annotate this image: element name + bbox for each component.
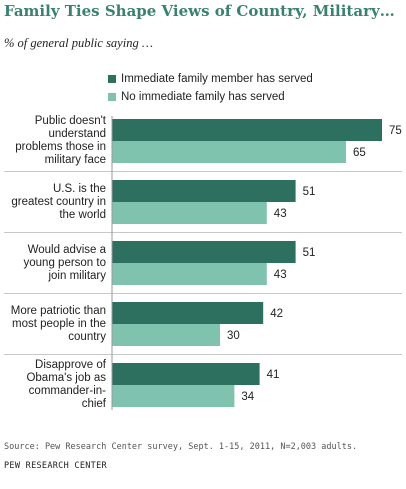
legend: Immediate family member has served No im… bbox=[108, 70, 313, 106]
legend-swatch-series-1 bbox=[108, 75, 116, 83]
data-label-5-series-2: 34 bbox=[241, 391, 254, 403]
data-label-1-series-1: 75 bbox=[389, 125, 402, 137]
legend-item-series-2: No immediate family has served bbox=[108, 88, 313, 106]
legend-label-series-1: Immediate family member has served bbox=[121, 73, 313, 85]
chart-subtitle: % of general public saying … bbox=[4, 36, 153, 50]
category-label-line: problems those in bbox=[15, 141, 106, 153]
category-label-line: Would advise a bbox=[27, 243, 106, 256]
bar-1-series-1 bbox=[112, 119, 382, 141]
bar-4-series-1 bbox=[112, 302, 264, 324]
category-label-5: Disapprove of Obama's job as commander-in-… bbox=[2, 359, 106, 411]
category-label-line: Disapprove of bbox=[35, 359, 106, 371]
category-label-line: chief bbox=[81, 398, 106, 410]
chart-title: Family Ties Shape Views of Country, Mili… bbox=[4, 2, 395, 20]
org-credit: PEW RESEARCH CENTER bbox=[4, 461, 107, 471]
data-label-5-series-1: 41 bbox=[267, 369, 280, 381]
legend-item-series-1: Immediate family member has served bbox=[108, 70, 313, 88]
category-label-line: U.S. is the bbox=[52, 182, 106, 195]
bar-3-series-1 bbox=[112, 241, 296, 263]
bar-4-series-2 bbox=[112, 324, 220, 346]
category-label-line: most people in the bbox=[12, 317, 106, 330]
data-label-1-series-2: 65 bbox=[353, 147, 366, 159]
category-label-3: Would advise a young person to join milita… bbox=[2, 244, 106, 283]
data-label-4-series-2: 30 bbox=[227, 330, 240, 342]
bar-2-series-1 bbox=[112, 180, 296, 202]
data-label-3-series-1: 51 bbox=[303, 247, 316, 259]
bar-3-series-2 bbox=[112, 263, 267, 285]
category-label-line: Obama's job as bbox=[26, 372, 106, 384]
category-label-line: understand bbox=[48, 128, 106, 140]
data-label-3-series-2: 43 bbox=[274, 269, 287, 281]
category-label-line: military face bbox=[44, 154, 106, 166]
bar-5-series-2 bbox=[112, 385, 235, 407]
data-label-2-series-2: 43 bbox=[274, 208, 287, 220]
category-label-line: country bbox=[68, 330, 106, 343]
category-label-line: young person to bbox=[23, 256, 106, 269]
data-label-4-series-1: 42 bbox=[270, 308, 283, 320]
category-label-4: More patriotic than most people in the cou… bbox=[2, 305, 106, 344]
legend-swatch-series-2 bbox=[108, 93, 116, 101]
source-note: Source: Pew Research Center survey, Sept… bbox=[4, 442, 358, 452]
category-label-line: the world bbox=[59, 208, 106, 221]
data-label-2-series-1: 51 bbox=[303, 186, 316, 198]
bar-1-series-2 bbox=[112, 141, 346, 163]
category-label-line: greatest country in bbox=[11, 195, 106, 208]
bar-2-series-2 bbox=[112, 202, 267, 224]
category-label-line: join military bbox=[48, 269, 106, 282]
category-label-line: commander-in- bbox=[28, 385, 106, 397]
category-label-line: More patriotic than bbox=[10, 304, 106, 317]
category-label-2: U.S. is the greatest country in the world bbox=[2, 183, 106, 222]
category-label-line: Public doesn't bbox=[34, 115, 106, 127]
legend-label-series-2: No immediate family has served bbox=[121, 91, 285, 103]
category-label-1: Public doesn't understand problems those i… bbox=[2, 115, 106, 167]
bar-5-series-1 bbox=[112, 363, 260, 385]
